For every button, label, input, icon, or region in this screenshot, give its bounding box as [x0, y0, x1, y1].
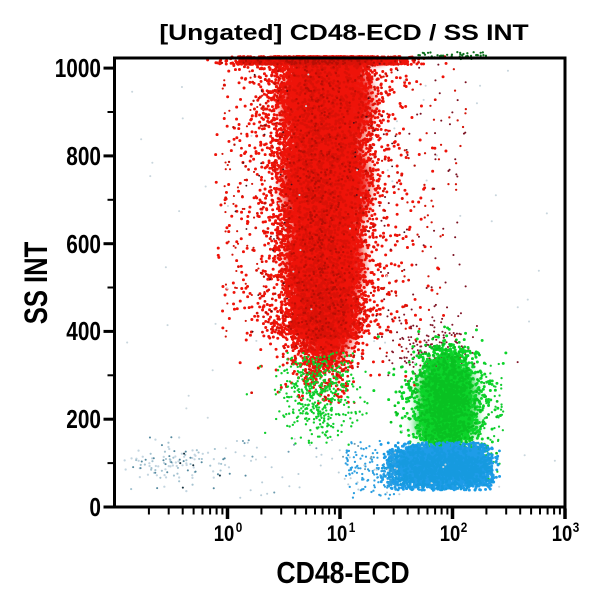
- svg-text:1: 1: [349, 519, 356, 535]
- svg-text:10: 10: [327, 523, 348, 547]
- svg-text:10: 10: [214, 523, 235, 547]
- svg-text:400: 400: [66, 317, 101, 346]
- svg-text:3: 3: [573, 519, 580, 535]
- svg-text:2: 2: [461, 519, 468, 535]
- svg-text:1000: 1000: [55, 54, 101, 83]
- svg-text:200: 200: [66, 405, 101, 434]
- svg-text:10: 10: [440, 523, 461, 547]
- svg-text:CD48-ECD: CD48-ECD: [276, 556, 409, 590]
- svg-text:[Ungated] CD48-ECD / SS INT: [Ungated] CD48-ECD / SS INT: [159, 21, 529, 45]
- svg-text:0: 0: [236, 519, 243, 535]
- svg-text:800: 800: [66, 142, 101, 171]
- svg-text:600: 600: [66, 230, 101, 259]
- svg-text:0: 0: [89, 493, 101, 522]
- svg-text:SS INT: SS INT: [19, 241, 54, 324]
- svg-text:10: 10: [552, 523, 573, 547]
